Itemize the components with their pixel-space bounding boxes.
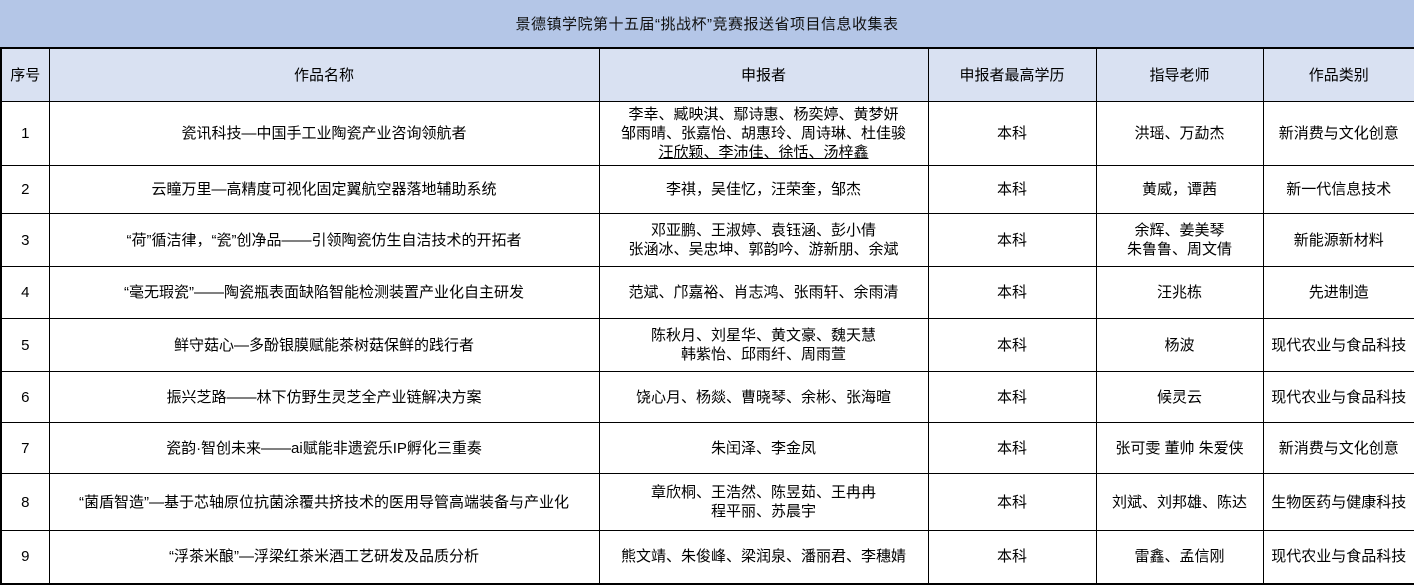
applicant-line: 范斌、邝嘉裕、肖志鸿、张雨轩、余雨清: [628, 284, 899, 301]
table-row: 6 振兴芝路——林下仿野生灵芝全产业链解决方案 饶心月、杨燚、曹晓琴、余彬、张海…: [0, 371, 1414, 423]
table-row: 8 “菌盾智造”—基于芯轴原位抗菌涂覆共挤技术的医用导管高端装备与产业化 章欣桐…: [0, 473, 1414, 531]
header-row: 序号 作品名称 申报者 申报者最高学历 指导老师 作品类别: [0, 47, 1414, 102]
applicant-line: 熊文靖、朱俊峰、梁润泉、潘丽君、李穗婧: [620, 548, 906, 566]
advisor-line: 刘斌、刘邦雄、陈达: [1111, 493, 1247, 511]
row-number-cell: 5: [0, 318, 50, 372]
applicant-line: 邹雨晴、张嘉怡、胡惠玲、周诗琳、杜佳骏: [620, 125, 906, 142]
advisor-line: 黄威，谭茜: [1141, 181, 1217, 198]
row-number-cell: 7: [0, 422, 50, 474]
applicant-line: 章欣桐、王浩然、陈昱茹、王冉冉: [650, 484, 876, 501]
projects-table: 序号 作品名称 申报者 申报者最高学历 指导老师 作品类别 1 瓷讯科技—中国手…: [0, 47, 1414, 585]
work-name-cell: 云瞳万里—高精度可视化固定翼航空器落地辅助系统: [48, 165, 600, 214]
table-row: 3 “荷”循洁律，“瓷”创净品——引领陶瓷仿生自洁技术的开拓者 邓亚鹏、王淑婷、…: [0, 213, 1414, 267]
advisor-line: 候灵云: [1156, 388, 1202, 406]
table-title: 景德镇学院第十五届“挑战杯”竞赛报送省项目信息收集表: [0, 0, 1414, 47]
degree-cell: 本科: [927, 371, 1097, 423]
applicant-line: 张涵冰、吴忠坤、郭韵吟、游新朋、余斌: [628, 241, 899, 258]
row-number-cell: 9: [0, 530, 50, 584]
table-body: 1 瓷讯科技—中国手工业陶瓷产业咨询领航者 李幸、臧映淇、鄢诗惠、杨奕婷、黄梦妍…: [0, 101, 1414, 584]
advisors-cell: 刘斌、刘邦雄、陈达: [1095, 473, 1264, 531]
applicant-line: 饶心月、杨燚、曹晓琴、余彬、张海暄: [635, 388, 891, 406]
advisors-cell: 余辉、姜美琴 朱鲁鲁、周文倩: [1095, 213, 1264, 267]
degree-cell: 本科: [927, 266, 1097, 319]
applicant-line: 汪欣颖、李沛佳、徐恬、汤梓鑫: [658, 144, 869, 161]
applicants-cell: 李幸、臧映淇、鄢诗惠、杨奕婷、黄梦妍 邹雨晴、张嘉怡、胡惠玲、周诗琳、杜佳骏 汪欣颖…: [598, 101, 929, 166]
advisors-cell: 雷鑫、孟信刚: [1095, 530, 1264, 584]
work-name-cell: “荷”循洁律，“瓷”创净品——引领陶瓷仿生自洁技术的开拓者: [48, 213, 600, 267]
advisors-cell: 张可雯 董帅 朱爱侠: [1095, 422, 1264, 474]
row-number-cell: 3: [0, 213, 50, 267]
row-number-cell: 4: [0, 266, 50, 319]
advisor-line: 余辉、姜美琴: [1134, 222, 1225, 239]
col-header-no: 序号: [0, 47, 50, 102]
table-row: 4 “毫无瑕瓷”——陶瓷瓶表面缺陷智能检测装置产业化自主研发 范斌、邝嘉裕、肖志…: [0, 266, 1414, 319]
applicants-cell: 章欣桐、王浩然、陈昱茹、王冉冉 程平丽、苏晨宇: [598, 473, 929, 531]
advisors-cell: 黄威，谭茜: [1095, 165, 1264, 214]
applicant-line: 陈秋月、刘星华、黄文豪、魏天慧: [650, 327, 876, 344]
table-row: 1 瓷讯科技—中国手工业陶瓷产业咨询领航者 李幸、臧映淇、鄢诗惠、杨奕婷、黄梦妍…: [0, 101, 1414, 166]
applicant-line: 程平丽、苏晨宇: [710, 503, 816, 520]
advisors-cell: 杨波: [1095, 318, 1264, 372]
table-row: 7 瓷韵·智创未来——ai赋能非遗瓷乐IP孵化三重奏 朱闰泽、李金凤 本科 张可…: [0, 422, 1414, 474]
applicants-cell: 熊文靖、朱俊峰、梁润泉、潘丽君、李穗婧: [598, 530, 929, 584]
advisor-line: 雷鑫、孟信刚: [1134, 548, 1225, 566]
degree-cell: 本科: [927, 422, 1097, 474]
applicant-line: 朱闰泽、李金凤: [710, 439, 816, 457]
degree-cell: 本科: [927, 101, 1097, 166]
applicants-cell: 范斌、邝嘉裕、肖志鸿、张雨轩、余雨清: [598, 266, 929, 319]
category-cell: 新消费与文化创意: [1262, 101, 1414, 166]
category-cell: 现代农业与食品科技: [1262, 371, 1414, 423]
work-name-cell: 瓷讯科技—中国手工业陶瓷产业咨询领航者: [48, 101, 600, 166]
category-cell: 新一代信息技术: [1262, 165, 1414, 214]
applicant-line: 李幸、臧映淇、鄢诗惠、杨奕婷、黄梦妍: [628, 106, 899, 123]
advisor-line: 杨波: [1164, 336, 1195, 354]
category-cell: 新能源新材料: [1262, 213, 1414, 267]
work-name-cell: 瓷韵·智创未来——ai赋能非遗瓷乐IP孵化三重奏: [48, 422, 600, 474]
work-name-cell: “浮茶米酿”—浮梁红茶米酒工艺研发及品质分析: [48, 530, 600, 584]
advisors-cell: 洪瑶、万勐杰: [1095, 101, 1264, 166]
advisor-line: 汪兆栋: [1156, 284, 1202, 301]
work-name-cell: 鲜守菇心—多酚银膜赋能茶树菇保鲜的践行者: [48, 318, 600, 372]
work-name-cell: 振兴芝路——林下仿野生灵芝全产业链解决方案: [48, 371, 600, 423]
advisors-cell: 候灵云: [1095, 371, 1264, 423]
table-row: 9 “浮茶米酿”—浮梁红茶米酒工艺研发及品质分析 熊文靖、朱俊峰、梁润泉、潘丽君…: [0, 530, 1414, 584]
category-cell: 生物医药与健康科技: [1262, 473, 1414, 531]
applicants-cell: 陈秋月、刘星华、黄文豪、魏天慧 韩紫怡、邱雨纤、周雨萱: [598, 318, 929, 372]
col-header-category: 作品类别: [1262, 47, 1414, 102]
table-row: 5 鲜守菇心—多酚银膜赋能茶树菇保鲜的践行者 陈秋月、刘星华、黄文豪、魏天慧 韩紫…: [0, 318, 1414, 372]
degree-cell: 本科: [927, 213, 1097, 267]
applicants-cell: 饶心月、杨燚、曹晓琴、余彬、张海暄: [598, 371, 929, 423]
applicants-cell: 李祺，吴佳忆，汪荣奎，邹杰: [598, 165, 929, 214]
applicant-line: 邓亚鹏、王淑婷、袁钰涵、彭小倩: [650, 222, 876, 239]
degree-cell: 本科: [927, 318, 1097, 372]
degree-cell: 本科: [927, 165, 1097, 214]
row-number-cell: 2: [0, 165, 50, 214]
work-name-cell: “菌盾智造”—基于芯轴原位抗菌涂覆共挤技术的医用导管高端装备与产业化: [48, 473, 600, 531]
category-cell: 现代农业与食品科技: [1262, 530, 1414, 584]
row-number-cell: 1: [0, 101, 50, 166]
col-header-degree: 申报者最高学历: [927, 47, 1097, 102]
table-row: 2 云瞳万里—高精度可视化固定翼航空器落地辅助系统 李祺，吴佳忆，汪荣奎，邹杰 …: [0, 165, 1414, 214]
row-number-cell: 8: [0, 473, 50, 531]
col-header-applicants: 申报者: [598, 47, 929, 102]
advisors-cell: 汪兆栋: [1095, 266, 1264, 319]
applicants-cell: 朱闰泽、李金凤: [598, 422, 929, 474]
degree-cell: 本科: [927, 530, 1097, 584]
col-header-work-name: 作品名称: [48, 47, 600, 102]
applicant-line: 韩紫怡、邱雨纤、周雨萱: [680, 346, 846, 363]
category-cell: 新消费与文化创意: [1262, 422, 1414, 474]
col-header-advisors: 指导老师: [1095, 47, 1264, 102]
degree-cell: 本科: [927, 473, 1097, 531]
work-name-cell: “毫无瑕瓷”——陶瓷瓶表面缺陷智能检测装置产业化自主研发: [48, 266, 600, 319]
category-cell: 先进制造: [1262, 266, 1414, 319]
advisor-line: 朱鲁鲁、周文倩: [1126, 241, 1232, 258]
applicants-cell: 邓亚鹏、王淑婷、袁钰涵、彭小倩张涵冰、吴忠坤、郭韵吟、游新朋、余斌: [598, 213, 929, 267]
applicant-line: 李祺，吴佳忆，汪荣奎，邹杰: [665, 181, 861, 198]
row-number-cell: 6: [0, 371, 50, 423]
category-cell: 现代农业与食品科技: [1262, 318, 1414, 372]
advisor-line: 洪瑶、万勐杰: [1134, 125, 1225, 142]
advisor-line: 张可雯 董帅 朱爱侠: [1115, 439, 1244, 457]
